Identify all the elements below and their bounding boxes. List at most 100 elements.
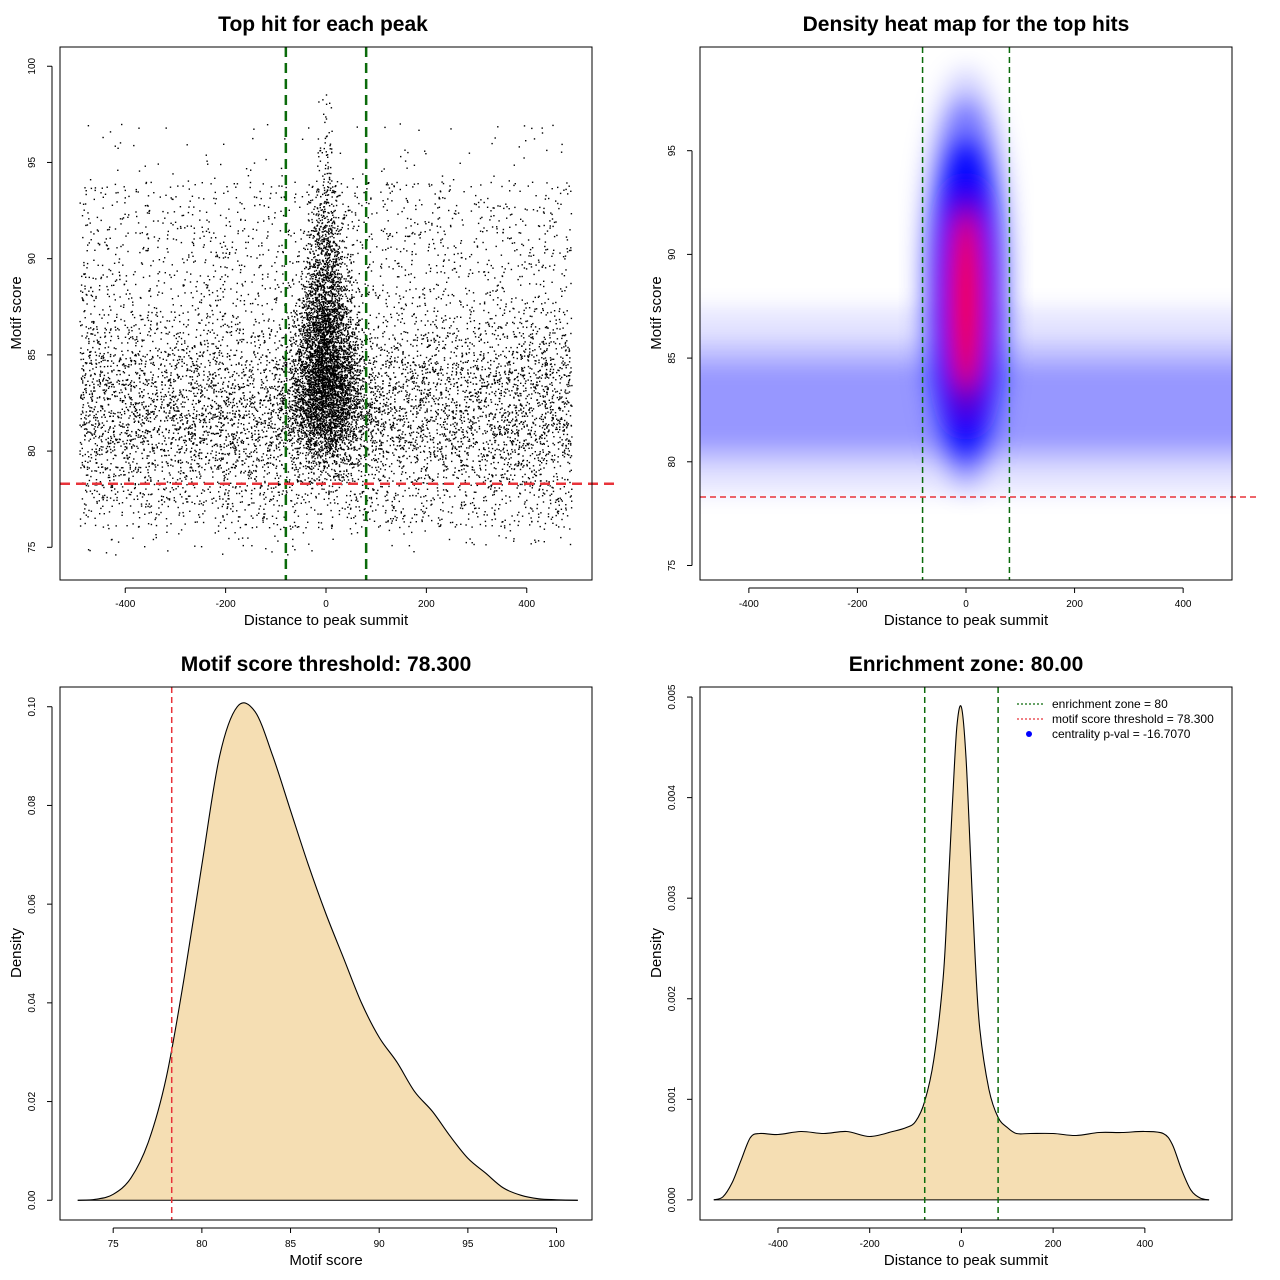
scatter-point — [245, 405, 247, 407]
scatter-point — [483, 342, 486, 344]
scatter-point — [116, 313, 118, 316]
scatter-point — [377, 372, 380, 374]
scatter-point — [536, 330, 539, 333]
scatter-point — [515, 224, 517, 226]
scatter-point — [535, 195, 537, 197]
scatter-point — [416, 377, 418, 379]
scatter-point — [88, 357, 91, 359]
scatter-point — [97, 264, 99, 266]
scatter-point — [356, 126, 358, 128]
scatter-point — [130, 381, 132, 384]
scatter-point — [352, 178, 354, 180]
scatter-point — [198, 471, 200, 473]
scatter-point — [241, 501, 243, 503]
scatter-point — [274, 535, 276, 537]
scatter-point — [356, 196, 358, 199]
scatter-point — [212, 313, 214, 316]
scatter-point — [127, 333, 129, 335]
scatter-point — [498, 535, 500, 537]
scatter-point — [436, 327, 438, 329]
scatter-point — [346, 256, 348, 259]
scatter-point — [484, 368, 486, 371]
scatter-point — [511, 354, 513, 356]
scatter-point — [425, 223, 427, 225]
scatter-point — [441, 518, 443, 520]
scatter-point — [150, 385, 153, 387]
scatter-point — [169, 347, 172, 349]
scatter-point — [534, 387, 536, 389]
scatter-point — [127, 289, 129, 291]
scatter-point — [411, 432, 413, 434]
scatter-point — [379, 440, 381, 442]
scatter-point — [481, 456, 484, 458]
scatter-point — [358, 371, 361, 373]
scatter-point — [125, 275, 128, 277]
scatter-point — [470, 253, 473, 256]
scatter-point — [118, 383, 120, 385]
scatter-point — [124, 213, 126, 215]
scatter-point — [102, 379, 104, 381]
scatter-point — [99, 472, 101, 474]
scatter-point — [428, 476, 431, 479]
scatter-point — [233, 371, 236, 373]
scatter-point — [181, 214, 183, 217]
scatter-point — [104, 467, 106, 469]
scatter-point — [352, 372, 355, 375]
scatter-point — [530, 517, 532, 519]
scatter-point — [236, 183, 239, 185]
scatter-point — [251, 402, 254, 404]
scatter-point — [368, 454, 370, 456]
scatter-point — [532, 408, 535, 410]
scatter-point — [469, 313, 472, 316]
scatter-point — [506, 335, 509, 337]
scatter-point — [288, 339, 291, 341]
scatter-point — [545, 480, 548, 482]
scatter-point — [214, 384, 216, 386]
scatter-point — [378, 471, 380, 473]
scatter-point — [194, 453, 196, 456]
scatter-point — [180, 378, 182, 380]
scatter-point — [350, 403, 352, 405]
scatter-point — [499, 432, 501, 434]
scatter-point — [321, 484, 323, 487]
scatter-point — [328, 485, 331, 487]
scatter-point — [432, 321, 434, 323]
scatter-point — [472, 400, 474, 403]
scatter-point — [195, 444, 198, 446]
scatter-point — [443, 272, 446, 274]
scatter-point — [497, 327, 499, 329]
scatter-point — [164, 365, 166, 367]
scatter-point — [367, 356, 370, 358]
scatter-point — [274, 423, 276, 426]
scatter-point — [288, 284, 290, 287]
scatter-point — [246, 437, 248, 439]
scatter-point — [490, 359, 492, 362]
scatter-point — [158, 368, 160, 370]
scatter-point — [570, 247, 572, 249]
scatter-point — [404, 240, 406, 242]
scatter-point — [261, 330, 263, 332]
scatter-point — [526, 415, 529, 417]
scatter-point — [85, 474, 88, 476]
scatter-point — [130, 311, 132, 313]
scatter-point — [224, 368, 227, 370]
scatter-point — [500, 354, 502, 356]
scatter-point — [545, 453, 548, 456]
scatter-point — [552, 124, 554, 127]
scatter-point — [86, 224, 89, 226]
scatter-point — [222, 457, 224, 459]
scatter-point — [217, 466, 219, 468]
scatter-point — [192, 435, 194, 437]
scatter-point — [533, 390, 535, 392]
scatter-point — [369, 406, 372, 408]
scatter-point — [472, 292, 475, 294]
scatter-point — [113, 473, 115, 475]
scatter-point — [308, 433, 310, 436]
scatter-point — [402, 518, 404, 520]
scatter-point — [153, 428, 155, 431]
scatter-point — [409, 393, 411, 395]
scatter-point — [436, 347, 438, 349]
scatter-point — [313, 460, 316, 462]
scatter-point — [289, 390, 291, 392]
scatter-point — [125, 433, 128, 435]
